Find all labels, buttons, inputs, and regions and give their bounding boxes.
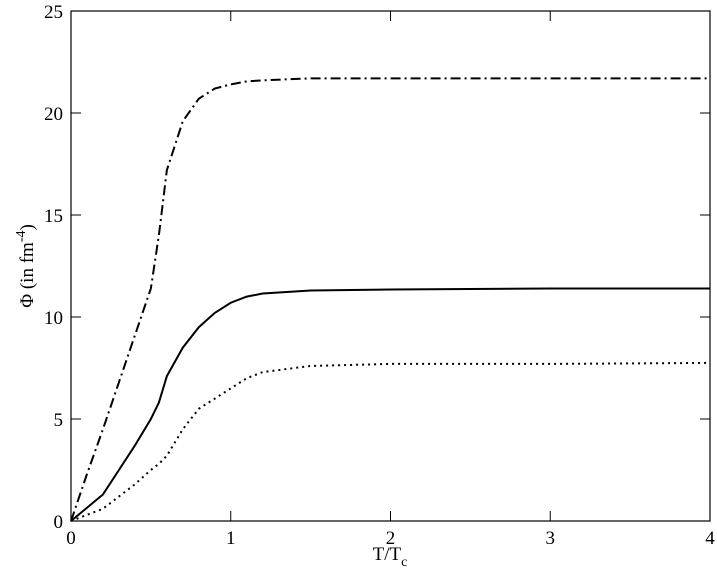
y-axis-label: Φ (in fm-4) <box>14 224 38 308</box>
y-tick-label: 10 <box>44 308 63 329</box>
x-axis-label: T/Tc <box>373 544 408 570</box>
series-line <box>70 361 711 522</box>
x-tick-label: 2 <box>386 528 396 549</box>
x-label-main: T/T <box>373 544 402 565</box>
x-tick-label: 4 <box>705 528 715 549</box>
y-label-end: ) <box>17 224 38 230</box>
x-tick-label: 1 <box>226 528 236 549</box>
x-label-sub: c <box>401 555 407 570</box>
series-line <box>70 77 710 522</box>
y-tick-label: 20 <box>44 104 63 125</box>
y-tick-label: 15 <box>44 206 63 227</box>
series-line <box>70 287 710 522</box>
plot-frame <box>70 10 711 522</box>
y-tick-label: 25 <box>44 2 63 23</box>
y-label-main: Φ (in fm <box>17 242 38 308</box>
y-tick-label: 5 <box>54 410 64 431</box>
y-tick-label: 0 <box>54 512 64 533</box>
x-tick-label: 3 <box>546 528 556 549</box>
y-label-sup: -4 <box>14 231 29 243</box>
x-tick-label: 0 <box>66 528 76 549</box>
